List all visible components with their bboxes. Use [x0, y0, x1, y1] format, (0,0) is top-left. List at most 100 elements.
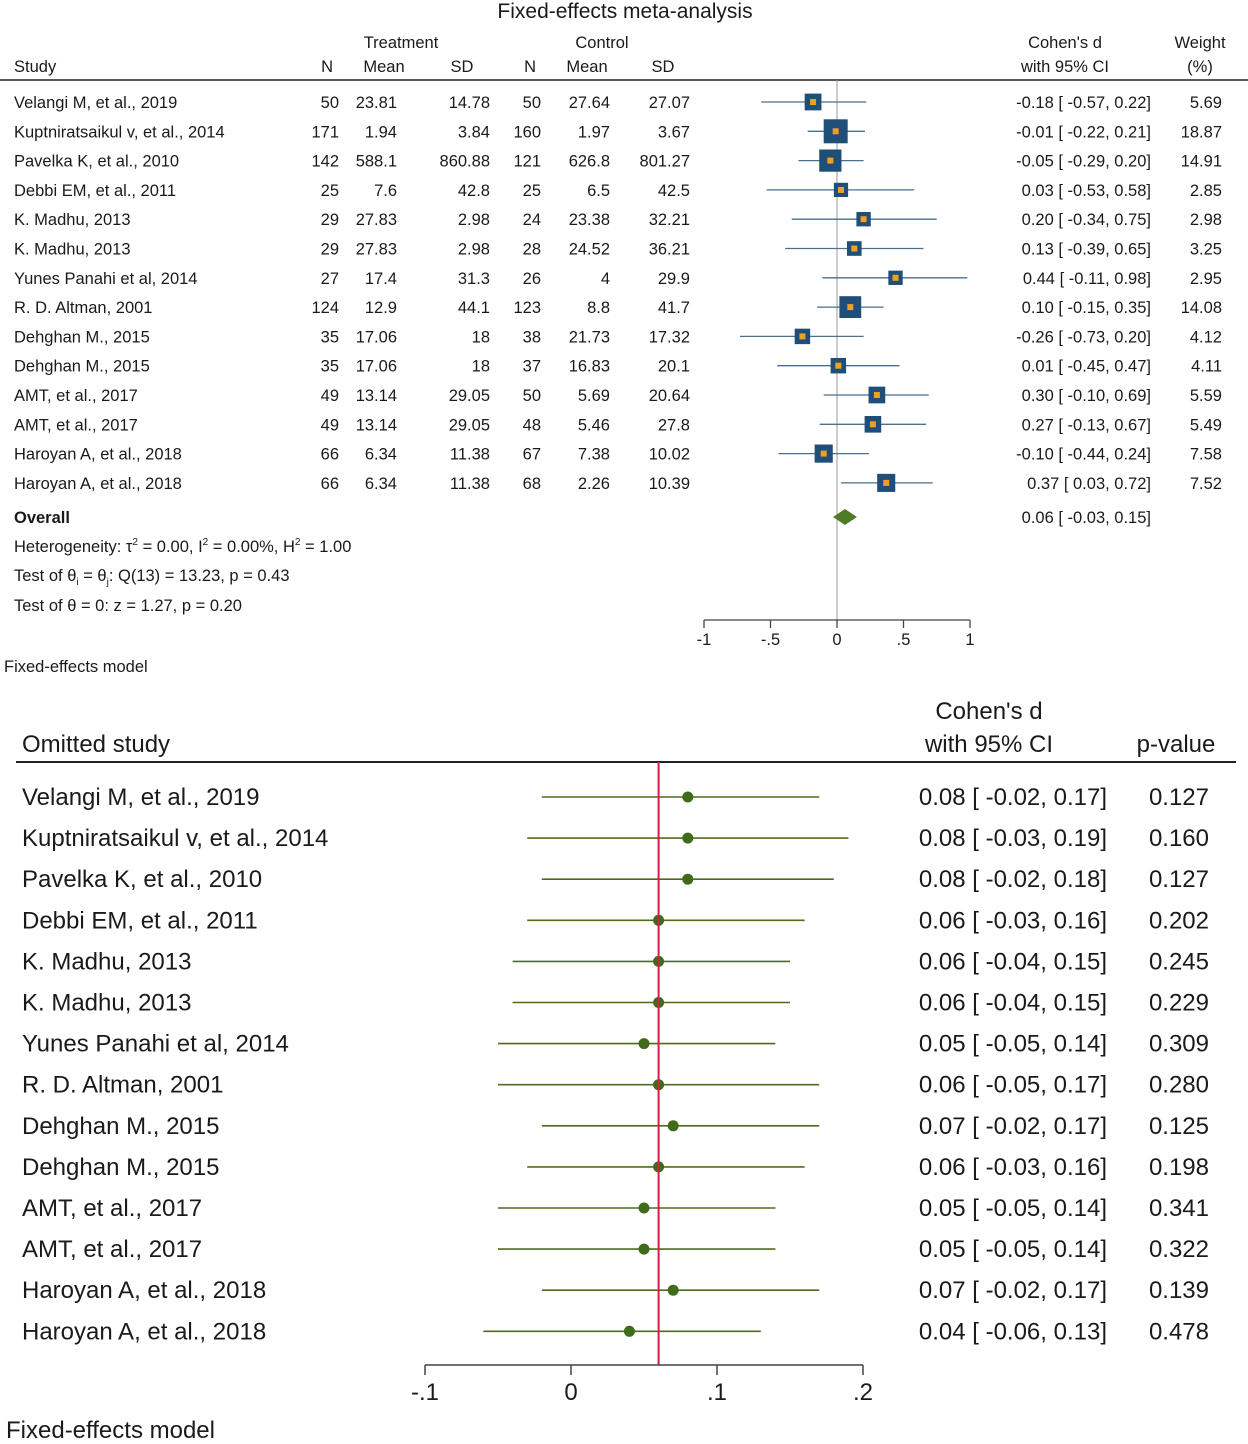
z-test-text: Test of θ = 0: z = 1.27, p = 0.20 — [14, 597, 242, 615]
top-treatment-n: 142 — [311, 153, 339, 171]
bottom-pvalue: 0.160 — [1149, 825, 1209, 852]
top-treatment-sd: 29.05 — [449, 387, 490, 405]
bottom-study-label: K. Madhu, 2013 — [22, 990, 191, 1017]
bottom-ci-text: 0.06 [ -0.03, 0.16] — [919, 907, 1107, 934]
bottom-ci-text: 0.06 [ -0.04, 0.15] — [919, 948, 1107, 975]
bottom-x-tick-label: .1 — [707, 1379, 727, 1406]
bottom-study-label: AMT, et al., 2017 — [22, 1195, 202, 1222]
treatment-sd-header: SD — [451, 58, 474, 76]
top-control-mean: 24.52 — [569, 241, 610, 259]
top-control-n: 160 — [513, 123, 541, 141]
bottom-study-label: Pavelka K, et al., 2010 — [22, 866, 262, 893]
top-treatment-mean: 6.34 — [365, 446, 397, 464]
top-weight-text: 14.91 — [1181, 153, 1222, 171]
top-x-tick-label: -.5 — [761, 631, 780, 649]
bottom-pvalue: 0.245 — [1149, 948, 1209, 975]
top-point-estimate — [810, 99, 817, 105]
top-ci-text: 0.01 [ -0.45, 0.47] — [1022, 358, 1151, 376]
top-study-label: K. Madhu, 2013 — [14, 241, 131, 259]
bottom-pvalue: 0.198 — [1149, 1154, 1209, 1181]
bottom-study-label: Dehghan M., 2015 — [22, 1154, 219, 1181]
top-study-label: Debbi EM, et al., 2011 — [14, 182, 176, 200]
bottom-pvalue: 0.139 — [1149, 1277, 1209, 1304]
top-treatment-mean: 27.83 — [356, 241, 397, 259]
top-weight-text: 3.25 — [1190, 241, 1222, 259]
top-control-sd: 10.02 — [649, 446, 690, 464]
top-weight-text: 5.69 — [1190, 94, 1222, 112]
top-treatment-n: 29 — [321, 211, 339, 229]
bottom-study-label: Dehghan M., 2015 — [22, 1113, 219, 1140]
bottom-study-label: Velangi M, et al., 2019 — [22, 784, 260, 811]
treatment-n-header: N — [321, 58, 333, 76]
top-ci-text: 0.30 [ -0.10, 0.69] — [1022, 387, 1151, 405]
top-control-mean: 7.38 — [578, 446, 610, 464]
top-control-n: 37 — [523, 358, 541, 376]
overall-ci-text: 0.06 [ -0.03, 0.15] — [1022, 509, 1151, 527]
top-study-label: Pavelka K, et al., 2010 — [14, 153, 179, 171]
bottom-ci-text: 0.08 [ -0.02, 0.18] — [919, 866, 1107, 893]
top-x-tick-label: 0 — [832, 631, 841, 649]
top-treatment-mean: 7.6 — [374, 182, 397, 200]
top-ci-text: -0.26 [ -0.73, 0.20] — [1016, 328, 1151, 346]
bottom-ci-text: 0.05 [ -0.05, 0.14] — [919, 1236, 1107, 1263]
top-study-label: Haroyan A, et al., 2018 — [14, 446, 182, 464]
top-treatment-sd: 11.38 — [450, 475, 490, 493]
top-control-sd: 27.8 — [658, 416, 690, 434]
top-control-sd: 10.39 — [649, 475, 690, 493]
top-model-note: Fixed-effects model — [4, 658, 148, 676]
top-control-n: 26 — [523, 270, 541, 288]
top-weight-text: 5.59 — [1190, 387, 1222, 405]
top-control-n: 50 — [523, 387, 541, 405]
bottom-point-estimate — [623, 1325, 635, 1337]
top-point-estimate — [860, 216, 867, 223]
top-study-label: Haroyan A, et al., 2018 — [14, 475, 182, 493]
bottom-x-tick-label: .2 — [853, 1379, 873, 1406]
bottom-ci-text: 0.08 [ -0.02, 0.17] — [919, 784, 1107, 811]
top-treatment-sd: 2.98 — [458, 211, 490, 229]
top-treatment-n: 171 — [311, 123, 339, 141]
top-control-sd: 20.64 — [649, 387, 690, 405]
bottom-pvalue: 0.341 — [1149, 1195, 1209, 1222]
top-treatment-mean: 12.9 — [365, 299, 397, 317]
top-treatment-n: 35 — [321, 328, 339, 346]
heterogeneity-text: Heterogeneity: τ2 = 0.00, I2 = 0.00%, H2… — [14, 537, 351, 556]
top-point-estimate — [883, 479, 890, 486]
control-group-header: Control — [575, 34, 628, 52]
top-weight-text: 2.95 — [1190, 270, 1222, 288]
top-chart-title: Fixed-effects meta-analysis — [497, 0, 752, 23]
bottom-study-label: Kuptniratsaikul v, et al., 2014 — [22, 825, 328, 852]
top-treatment-n: 50 — [321, 94, 339, 112]
top-treatment-sd: 14.78 — [449, 94, 490, 112]
top-treatment-n: 35 — [321, 358, 339, 376]
weight-header-line1: Weight — [1174, 34, 1225, 52]
top-treatment-mean: 13.14 — [356, 387, 397, 405]
top-point-estimate — [827, 157, 834, 164]
bottom-model-note: Fixed-effects model — [6, 1417, 215, 1444]
top-control-sd: 42.5 — [658, 182, 690, 200]
control-mean-header: Mean — [566, 58, 607, 76]
top-control-mean: 5.69 — [578, 387, 610, 405]
bottom-pvalue: 0.309 — [1149, 1031, 1209, 1058]
top-ci-text: 0.44 [ -0.11, 0.98] — [1023, 270, 1151, 288]
top-control-n: 38 — [523, 328, 541, 346]
effect-header-line1: Cohen's d — [1028, 34, 1102, 52]
top-study-label: Yunes Panahi et al, 2014 — [14, 270, 197, 288]
top-ci-text: -0.05 [ -0.29, 0.20] — [1016, 153, 1151, 171]
bottom-study-label: Haroyan A, et al., 2018 — [22, 1277, 266, 1304]
bottom-ci-text: 0.05 [ -0.05, 0.14] — [919, 1195, 1107, 1222]
top-treatment-mean: 27.83 — [356, 211, 397, 229]
top-treatment-sd: 42.8 — [458, 182, 490, 200]
top-control-sd: 20.1 — [658, 358, 690, 376]
top-weight-text: 7.58 — [1190, 446, 1222, 464]
top-control-mean: 23.38 — [569, 211, 610, 229]
top-control-n: 50 — [523, 94, 541, 112]
bottom-pvalue: 0.127 — [1149, 866, 1209, 893]
top-ci-text: -0.18 [ -0.57, 0.22] — [1016, 94, 1151, 112]
top-study-label: Dehghan M., 2015 — [14, 358, 150, 376]
overall-diamond — [833, 509, 857, 525]
top-treatment-n: 49 — [321, 416, 339, 434]
top-control-sd: 3.67 — [658, 123, 690, 141]
top-treatment-sd: 29.05 — [449, 416, 490, 434]
bottom-ci-text: 0.07 [ -0.02, 0.17] — [919, 1113, 1107, 1140]
bottom-ci-text: 0.05 [ -0.05, 0.14] — [919, 1031, 1107, 1058]
